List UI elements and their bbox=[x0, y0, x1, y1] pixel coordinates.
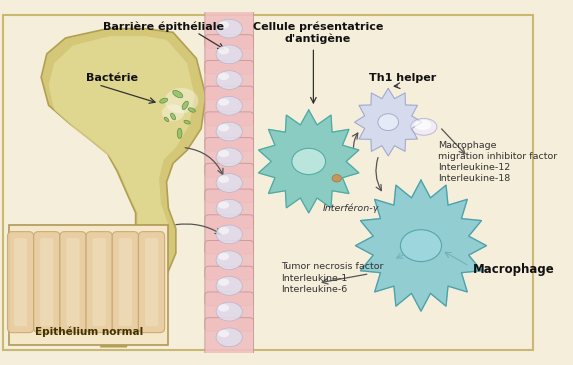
Ellipse shape bbox=[411, 118, 437, 135]
Ellipse shape bbox=[216, 45, 242, 64]
Ellipse shape bbox=[332, 174, 342, 182]
FancyBboxPatch shape bbox=[205, 35, 253, 74]
Ellipse shape bbox=[216, 19, 242, 38]
Ellipse shape bbox=[177, 128, 182, 139]
Text: Epithélium normal: Epithélium normal bbox=[35, 327, 143, 337]
Ellipse shape bbox=[218, 47, 229, 54]
FancyBboxPatch shape bbox=[93, 238, 105, 326]
Ellipse shape bbox=[182, 101, 189, 109]
Ellipse shape bbox=[216, 174, 242, 192]
Ellipse shape bbox=[216, 71, 242, 89]
Ellipse shape bbox=[184, 120, 190, 124]
Ellipse shape bbox=[218, 304, 229, 312]
FancyBboxPatch shape bbox=[40, 238, 53, 326]
Ellipse shape bbox=[216, 199, 242, 218]
Ellipse shape bbox=[171, 113, 175, 120]
Ellipse shape bbox=[218, 330, 229, 337]
Ellipse shape bbox=[218, 73, 229, 80]
FancyBboxPatch shape bbox=[66, 238, 80, 326]
FancyBboxPatch shape bbox=[205, 241, 253, 280]
FancyBboxPatch shape bbox=[205, 138, 253, 177]
Ellipse shape bbox=[401, 230, 442, 262]
FancyBboxPatch shape bbox=[205, 9, 253, 48]
FancyBboxPatch shape bbox=[205, 163, 253, 203]
Polygon shape bbox=[41, 28, 206, 347]
Text: Macrophage: Macrophage bbox=[472, 262, 554, 276]
Polygon shape bbox=[258, 110, 359, 213]
Polygon shape bbox=[49, 36, 195, 341]
Text: Bactérie: Bactérie bbox=[86, 73, 138, 82]
FancyBboxPatch shape bbox=[139, 232, 164, 333]
Text: Tumor necrosis factor
Interleukine-1
Interleukine-6: Tumor necrosis factor Interleukine-1 Int… bbox=[281, 262, 383, 294]
Ellipse shape bbox=[218, 176, 229, 183]
Ellipse shape bbox=[216, 96, 242, 115]
Ellipse shape bbox=[292, 148, 325, 174]
FancyBboxPatch shape bbox=[205, 215, 253, 254]
Ellipse shape bbox=[218, 98, 229, 106]
Ellipse shape bbox=[164, 88, 198, 113]
FancyBboxPatch shape bbox=[205, 189, 253, 228]
FancyBboxPatch shape bbox=[205, 86, 253, 126]
Ellipse shape bbox=[218, 201, 229, 209]
Text: Interféron-γ: Interféron-γ bbox=[323, 203, 379, 213]
FancyBboxPatch shape bbox=[205, 112, 253, 151]
Ellipse shape bbox=[188, 108, 195, 112]
FancyBboxPatch shape bbox=[34, 232, 60, 333]
FancyBboxPatch shape bbox=[86, 232, 112, 333]
Ellipse shape bbox=[172, 91, 183, 98]
Ellipse shape bbox=[112, 251, 127, 262]
FancyBboxPatch shape bbox=[3, 15, 533, 350]
Ellipse shape bbox=[378, 114, 398, 131]
FancyBboxPatch shape bbox=[9, 225, 168, 345]
Ellipse shape bbox=[218, 253, 229, 260]
FancyBboxPatch shape bbox=[112, 232, 139, 333]
Text: Cellule présentatrice
d'antigène: Cellule présentatrice d'antigène bbox=[253, 21, 383, 44]
Ellipse shape bbox=[218, 21, 229, 28]
FancyBboxPatch shape bbox=[205, 266, 253, 306]
Ellipse shape bbox=[96, 233, 124, 255]
Ellipse shape bbox=[216, 251, 242, 269]
Ellipse shape bbox=[164, 117, 168, 122]
Polygon shape bbox=[355, 180, 486, 311]
Ellipse shape bbox=[218, 150, 229, 157]
Polygon shape bbox=[355, 88, 422, 156]
FancyBboxPatch shape bbox=[60, 232, 86, 333]
Ellipse shape bbox=[218, 278, 229, 286]
FancyBboxPatch shape bbox=[205, 318, 253, 357]
Text: Barrière épithéliale: Barrière épithéliale bbox=[103, 21, 224, 32]
Text: Macrophage
migration inhibitor factor
Interleukine-12
Interleukine-18: Macrophage migration inhibitor factor In… bbox=[438, 141, 557, 183]
FancyBboxPatch shape bbox=[205, 292, 253, 331]
FancyBboxPatch shape bbox=[205, 61, 253, 100]
Ellipse shape bbox=[216, 277, 242, 295]
FancyBboxPatch shape bbox=[119, 238, 132, 326]
Ellipse shape bbox=[216, 328, 242, 347]
Ellipse shape bbox=[216, 302, 242, 321]
Ellipse shape bbox=[218, 124, 229, 131]
Text: Th1 helper: Th1 helper bbox=[368, 73, 436, 82]
Ellipse shape bbox=[216, 225, 242, 244]
FancyBboxPatch shape bbox=[7, 232, 34, 333]
Ellipse shape bbox=[162, 104, 185, 121]
Ellipse shape bbox=[160, 98, 168, 103]
Ellipse shape bbox=[216, 148, 242, 166]
Ellipse shape bbox=[218, 227, 229, 234]
FancyBboxPatch shape bbox=[145, 238, 158, 326]
Ellipse shape bbox=[414, 120, 431, 130]
Ellipse shape bbox=[216, 122, 242, 141]
FancyBboxPatch shape bbox=[14, 238, 27, 326]
